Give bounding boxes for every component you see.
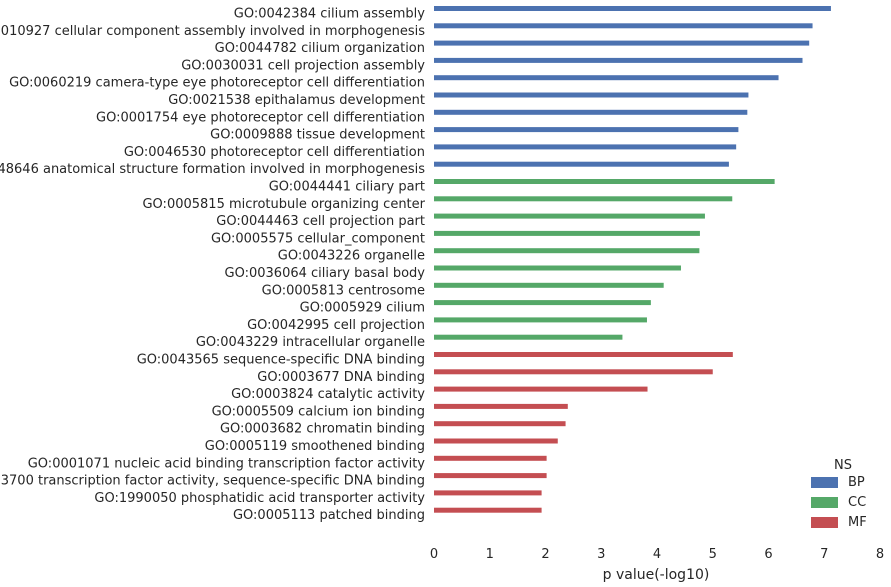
bar-bp-10 — [434, 161, 729, 167]
bar-cc-2 — [434, 196, 733, 202]
x-tick-label: 6 — [764, 547, 772, 562]
category-label: GO:0043229 intracellular organelle — [196, 335, 425, 350]
category-label: GO:0044782 cilium organization — [215, 41, 425, 56]
category-label: GO:0048646 anatomical structure formatio… — [0, 162, 425, 177]
bar-bp-8 — [434, 127, 739, 133]
bar-mf-2 — [434, 369, 713, 375]
x-tick-label: 7 — [820, 547, 828, 562]
category-label: GO:0003677 DNA binding — [257, 370, 425, 385]
category-label: GO:0001071 nucleic acid binding transcri… — [28, 456, 426, 471]
bar-bp-5 — [434, 75, 779, 81]
category-label: GO:0005929 cilium — [300, 301, 425, 316]
x-tick-label: 8 — [876, 547, 884, 562]
bars-layer — [434, 6, 831, 513]
category-label: GO:0005119 smoothened binding — [205, 439, 425, 454]
legend-swatch-bp — [811, 477, 838, 488]
legend-label-mf: MF — [848, 515, 867, 530]
category-label: GO:0005813 centrosome — [262, 283, 425, 298]
bar-mf-10 — [434, 507, 542, 513]
category-label: GO:0030031 cell projection assembly — [181, 58, 425, 73]
category-labels: GO:0042384 cilium assembly GO:0010927 cel… — [0, 7, 426, 524]
legend-swatch-mf — [811, 517, 838, 528]
category-label: GO:0005815 microtubule organizing center — [142, 197, 425, 212]
category-label: GO:0046530 photoreceptor cell differenti… — [124, 145, 425, 160]
bar-mf-1 — [434, 352, 733, 357]
x-axis: p value(-log10) 0 1 2 3 4 5 6 7 8 — [430, 547, 884, 583]
x-tick-label: 5 — [709, 547, 717, 562]
bar-mf-9 — [434, 490, 542, 496]
category-label: GO:0043565 sequence-specific DNA binding — [137, 353, 425, 368]
bar-bp-6 — [434, 92, 749, 98]
bar-mf-4 — [434, 403, 568, 409]
category-label: GO:0003824 catalytic activity — [231, 387, 425, 402]
legend-title: NS — [834, 458, 852, 473]
x-tick-label: 0 — [430, 547, 438, 562]
bar-bp-2 — [434, 23, 813, 29]
category-label: GO:0044463 cell projection part — [216, 214, 425, 229]
bar-bp-7 — [434, 109, 748, 115]
category-label: GO:0005575 cellular_component — [211, 231, 425, 246]
bar-bp-3 — [434, 40, 810, 46]
bar-cc-6 — [434, 265, 681, 271]
category-label: GO:0005509 calcium ion binding — [212, 404, 425, 419]
bar-bp-4 — [434, 57, 803, 63]
bar-cc-9 — [434, 317, 647, 323]
x-axis-label: p value(-log10) — [603, 567, 710, 583]
category-label: GO:0042384 cilium assembly — [234, 7, 426, 22]
bar-bp-1 — [434, 6, 831, 11]
bar-cc-7 — [434, 282, 664, 288]
category-label: GO:0003700 transcription factor activity… — [0, 474, 425, 489]
bar-cc-1 — [434, 179, 775, 184]
category-label: GO:0036064 ciliary basal body — [225, 266, 426, 281]
legend-label-cc: CC — [848, 495, 866, 510]
category-label: GO:0043226 organelle — [278, 249, 425, 264]
bar-mf-6 — [434, 438, 558, 444]
category-label: GO:0021538 epithalamus development — [168, 93, 425, 108]
category-label: GO:0009888 tissue development — [210, 128, 425, 143]
legend: NS BP CC MF — [811, 458, 867, 530]
category-label: GO:0001754 eye photoreceptor cell differ… — [96, 110, 425, 125]
category-label: GO:0003682 chromatin binding — [220, 422, 425, 437]
x-tick-label: 3 — [597, 547, 605, 562]
bar-cc-10 — [434, 334, 623, 340]
bar-cc-5 — [434, 248, 700, 254]
bar-mf-5 — [434, 421, 566, 427]
bar-mf-8 — [434, 473, 547, 479]
category-label: GO:0060219 camera-type eye photoreceptor… — [9, 76, 425, 91]
legend-swatch-cc — [811, 497, 838, 508]
bar-mf-7 — [434, 455, 547, 461]
category-label: GO:0044441 ciliary part — [269, 180, 425, 195]
legend-label-bp: BP — [848, 475, 865, 490]
bar-cc-3 — [434, 213, 705, 219]
bar-bp-9 — [434, 144, 737, 150]
category-label: GO:0010927 cellular component assembly i… — [0, 24, 425, 39]
category-label: GO:1990050 phosphatidic acid transporter… — [94, 491, 425, 506]
x-tick-label: 4 — [653, 547, 661, 562]
category-label: GO:0005113 patched binding — [233, 508, 425, 523]
x-tick-label: 2 — [541, 547, 549, 562]
bar-cc-8 — [434, 300, 651, 306]
bar-mf-3 — [434, 386, 648, 392]
bar-cc-4 — [434, 230, 700, 236]
x-tick-label: 1 — [486, 547, 494, 562]
category-label: GO:0042995 cell projection — [247, 318, 425, 333]
